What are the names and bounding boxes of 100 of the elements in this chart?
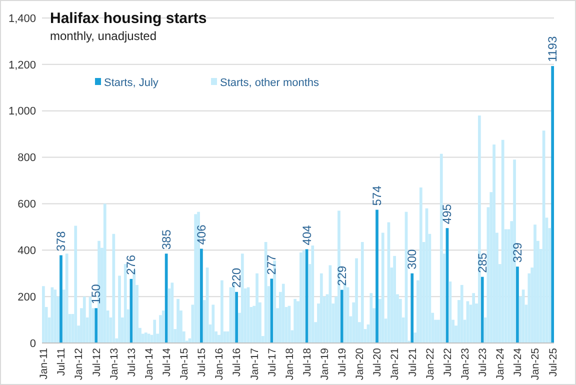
data-label: 574 [370, 185, 384, 206]
x-tick-label: Jan-16 [214, 348, 226, 380]
bar [320, 273, 323, 343]
x-tick-label: Jul-14 [161, 348, 174, 377]
bar [212, 304, 215, 343]
data-label: 406 [194, 224, 208, 245]
x-tick-label: Jul-24 [512, 348, 524, 377]
bar [74, 226, 78, 343]
bar [164, 254, 168, 343]
y-tick-label: 1,400 [8, 12, 36, 25]
x-tick-label: Jan-21 [389, 348, 402, 380]
legend-label: Starts, other months [220, 76, 320, 89]
x-tick-label: Jul-21 [406, 348, 419, 377]
y-tick-label: 1,000 [8, 106, 36, 118]
y-tick-label: 400 [18, 244, 36, 257]
y-tick-label: 200 [18, 291, 36, 304]
x-tick-label: Jul-13 [126, 348, 138, 377]
data-label: 300 [405, 249, 420, 270]
x-tick-label: Jan-19 [319, 348, 332, 380]
bar [194, 214, 198, 343]
x-tick-label: Jan-18 [284, 348, 296, 380]
x-tick-label: Jan-13 [108, 348, 120, 380]
x-tick-label: Jul-17 [266, 348, 278, 377]
x-tick-label: Jul-20 [372, 348, 384, 377]
bar [376, 210, 378, 343]
bar [311, 246, 314, 343]
data-label: 495 [440, 204, 454, 224]
x-tick-label: Jul-23 [477, 348, 490, 377]
x-tick-label: Jul-22 [442, 348, 454, 377]
bar [440, 154, 443, 343]
bar [270, 278, 274, 343]
x-tick-label: Jul-12 [90, 348, 103, 377]
legend-label: Starts, July [104, 76, 159, 89]
data-label: 404 [300, 224, 314, 246]
bar [162, 310, 165, 343]
x-tick-label: Jan-17 [248, 348, 261, 380]
bar [419, 187, 422, 343]
x-tick-label: Jan-12 [73, 348, 86, 380]
data-label: 329 [510, 242, 524, 263]
bar [220, 280, 224, 343]
bar [516, 266, 519, 343]
bar [282, 284, 285, 343]
bar [112, 234, 116, 343]
bar [294, 298, 297, 343]
bar [340, 290, 344, 343]
x-tick-label: Jul-25 [547, 348, 560, 377]
data-label: 385 [159, 229, 174, 250]
text: monthly, unadjusted [50, 29, 157, 43]
x-tick-label: Jan-14 [143, 348, 156, 380]
bar [65, 254, 68, 343]
bar [302, 250, 306, 343]
data-label: 378 [54, 230, 68, 252]
data-label: 150 [89, 284, 104, 304]
bar [370, 293, 373, 343]
bar [448, 281, 452, 343]
bar [42, 286, 45, 343]
bar [460, 284, 464, 343]
bar [124, 264, 127, 343]
y-tick-label: 0 [30, 338, 36, 350]
bar [118, 276, 121, 343]
bar [534, 224, 536, 343]
x-tick-label: Jan-15 [178, 348, 191, 380]
bar [170, 282, 174, 343]
y-tick-label: 800 [18, 152, 36, 164]
data-label: 277 [264, 254, 279, 275]
chart-title: Halifax housing starts [50, 10, 207, 27]
bar [410, 273, 414, 343]
x-tick-label: Jan-24 [494, 348, 507, 380]
data-label: 229 [334, 265, 349, 286]
bar [60, 255, 62, 343]
bar [501, 140, 504, 343]
data-label: 220 [230, 268, 244, 288]
bar [299, 252, 302, 343]
y-tick-label: 1,200 [8, 59, 36, 72]
bar [103, 204, 106, 343]
x-tick-label: Jan-25 [530, 348, 542, 380]
data-label: 285 [475, 252, 490, 273]
y-tick-label: 600 [18, 198, 36, 211]
bar [398, 298, 402, 343]
bar [240, 254, 244, 343]
bar [176, 298, 180, 343]
bar [393, 256, 396, 343]
bar [492, 144, 496, 343]
bar [355, 258, 358, 343]
x-tick-label: Jul-15 [196, 348, 208, 377]
bar [256, 273, 258, 343]
bar [153, 320, 156, 343]
bar [360, 242, 364, 343]
x-tick-label: Jan-23 [459, 348, 472, 380]
x-tick-label: Jul-11 [56, 348, 68, 376]
bar [94, 308, 98, 343]
data-label: 276 [124, 254, 138, 275]
x-tick-label: Jul-18 [301, 348, 314, 377]
x-tick-label: Jan-20 [354, 348, 366, 380]
x-tick-label: Jan-11 [38, 348, 50, 380]
x-tick-label: Jul-19 [336, 348, 349, 377]
x-tick-label: Jan-22 [424, 348, 436, 380]
data-label: 1193 [546, 36, 560, 62]
bar [480, 276, 484, 343]
bar [200, 248, 203, 343]
